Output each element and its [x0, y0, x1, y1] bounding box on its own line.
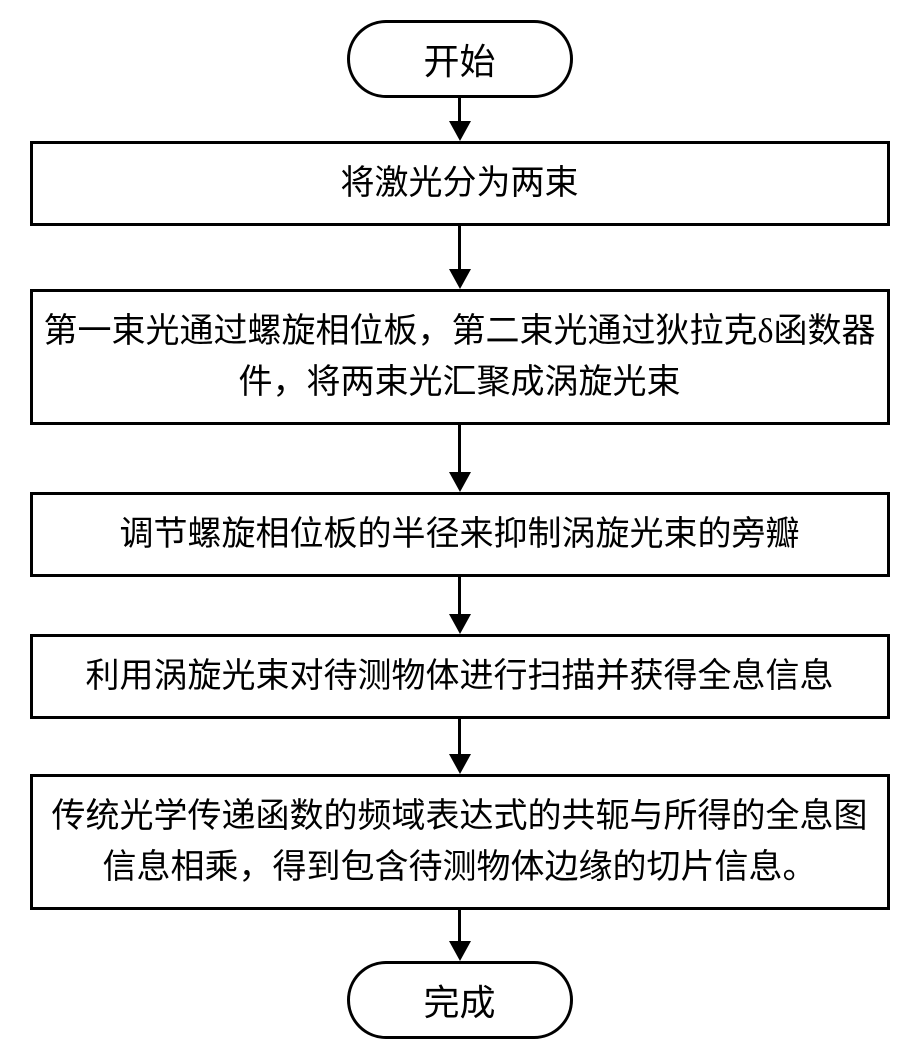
process-step-3: 调节螺旋相位板的半径来抑制涡旋光束的旁瓣 — [30, 492, 890, 577]
arrow-2 — [449, 425, 471, 492]
arrow-5 — [449, 910, 471, 961]
arrow-3 — [449, 577, 471, 634]
process-step-4: 利用涡旋光束对待测物体进行扫描并获得全息信息 — [30, 634, 890, 719]
start-terminal: 开始 — [347, 20, 573, 98]
arrow-4 — [449, 719, 471, 774]
arrow-1 — [449, 226, 471, 289]
end-terminal: 完成 — [347, 961, 573, 1039]
process-step-2: 第一束光通过螺旋相位板，第二束光通过狄拉克δ函数器件，将两束光汇聚成涡旋光束 — [30, 289, 890, 425]
flowchart-container: 开始 将激光分为两束 第一束光通过螺旋相位板，第二束光通过狄拉克δ函数器件，将两… — [25, 20, 895, 1039]
process-step-1: 将激光分为两束 — [30, 141, 890, 226]
process-step-5: 传统光学传递函数的频域表达式的共轭与所得的全息图信息相乘，得到包含待测物体边缘的… — [30, 774, 890, 910]
arrow-0 — [449, 98, 471, 141]
